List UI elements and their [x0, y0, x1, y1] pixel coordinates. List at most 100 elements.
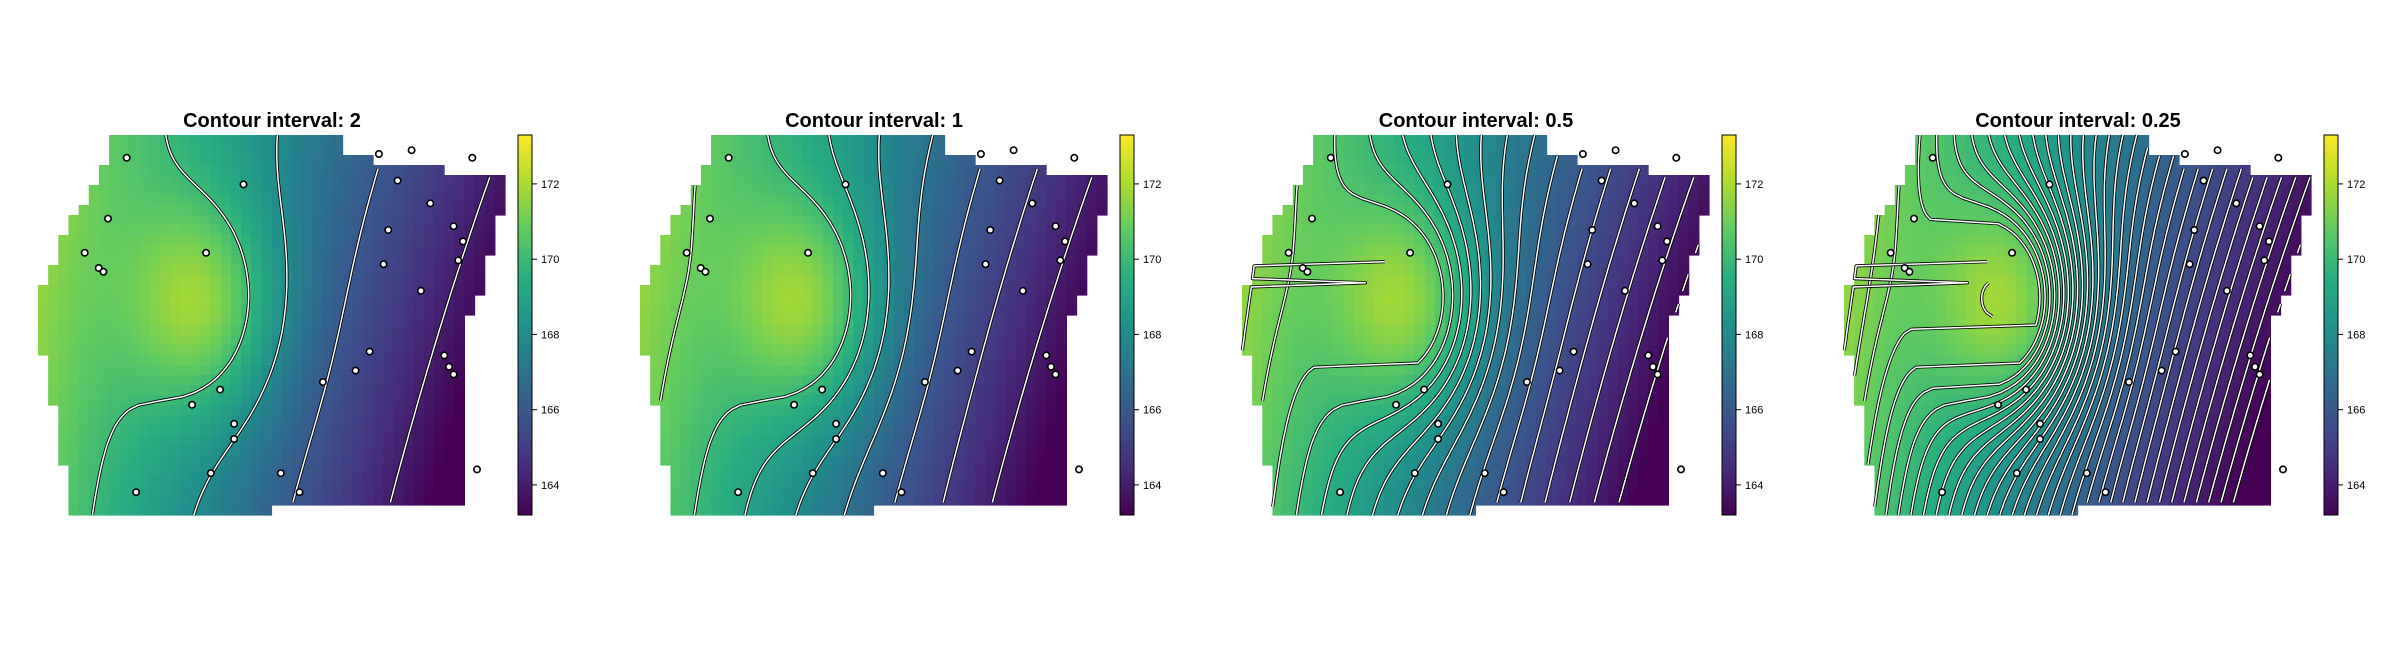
heatmap-cell: [312, 215, 323, 226]
sample-point: [832, 434, 841, 443]
heatmap-cell: [241, 215, 252, 226]
heatmap-cell: [383, 195, 394, 206]
heatmap-cell: [1262, 315, 1274, 326]
heatmap-cell: [985, 195, 996, 206]
heatmap-cell: [454, 345, 465, 356]
heatmap-cell: [964, 235, 976, 246]
legend-tick-label: 164: [1143, 480, 1161, 492]
heatmap-cell: [464, 255, 476, 266]
heatmap-cell: [1015, 195, 1027, 206]
heatmap-cell: [312, 305, 323, 316]
heatmap-cell: [230, 195, 242, 206]
heatmap-cell: [159, 255, 171, 266]
heatmap-cell: [1455, 485, 1466, 496]
heatmap-cell: [934, 385, 946, 396]
heatmap-cell: [1333, 145, 1345, 156]
heatmap-cell: [251, 455, 262, 466]
heatmap-cell: [251, 485, 262, 496]
heatmap-cell: [1302, 485, 1314, 496]
heatmap-cell: [1627, 265, 1639, 276]
heatmap-cell: [261, 205, 273, 216]
heatmap-cell: [1495, 475, 1507, 486]
heatmap-cell: [741, 295, 753, 306]
heatmap-cell: [700, 475, 712, 486]
heatmap-cell: [393, 425, 405, 436]
heatmap-cell: [1343, 455, 1355, 466]
heatmap-cell: [1343, 165, 1355, 176]
heatmap-cell: [975, 215, 986, 226]
heatmap-cell: [444, 465, 455, 476]
heatmap-cell: [2168, 155, 2180, 166]
heatmap-cell: [190, 225, 202, 236]
heatmap-cell: [1272, 505, 1284, 516]
heatmap-cell: [690, 245, 702, 256]
heatmap-cell: [1035, 415, 1047, 426]
heatmap-cell: [802, 255, 814, 266]
heatmap-cell: [291, 435, 303, 446]
heatmap-cell: [964, 315, 976, 326]
heatmap-cell: [690, 485, 702, 496]
heatmap-cell: [1465, 395, 1477, 406]
heatmap-cell: [782, 335, 793, 346]
heatmap-cell: [1056, 405, 1067, 416]
heatmap-cell: [271, 495, 283, 506]
heatmap-cell: [1637, 285, 1649, 296]
heatmap-cell: [210, 295, 222, 306]
heatmap-cell: [484, 245, 496, 256]
heatmap-cell: [1035, 205, 1047, 216]
heatmap-cell: [322, 265, 334, 276]
heatmap-cell: [342, 495, 354, 506]
heatmap-cell: [1353, 495, 1365, 506]
heatmap-cell: [853, 205, 864, 216]
heatmap-cell: [241, 445, 252, 456]
heatmap-cell: [119, 255, 130, 266]
heatmap-cell: [1035, 255, 1047, 266]
heatmap-cell: [1455, 175, 1466, 186]
heatmap-cell: [670, 365, 682, 376]
heatmap-cell: [1343, 255, 1355, 266]
heatmap-cell: [903, 175, 915, 186]
heatmap-cell: [883, 335, 895, 346]
heatmap-cell: [129, 165, 141, 176]
heatmap-cell: [700, 385, 712, 396]
heatmap-cell: [1434, 305, 1446, 316]
heatmap-cell: [995, 295, 1007, 306]
heatmap-cell: [129, 185, 141, 196]
heatmap-cell: [1333, 235, 1345, 246]
heatmap-cell: [159, 455, 171, 466]
heatmap-cell: [771, 295, 783, 306]
heatmap-cell: [853, 475, 864, 486]
heatmap-cell: [1302, 215, 1314, 226]
heatmap-cell: [741, 175, 753, 186]
heatmap-cell: [721, 255, 732, 266]
heatmap-cell: [934, 195, 946, 206]
heatmap-cell: [1015, 415, 1027, 426]
heatmap-cell: [1035, 485, 1047, 496]
heatmap-cell: [494, 195, 506, 206]
heatmap-cell: [383, 275, 394, 286]
sample-point: [1042, 351, 1051, 360]
heatmap-cell: [1485, 415, 1497, 426]
heatmap-cell: [1505, 225, 1517, 236]
heatmap-cell: [373, 325, 384, 336]
contour-line: [1468, 155, 1559, 516]
heatmap-cell: [640, 305, 651, 316]
heatmap-cell: [2118, 135, 2129, 146]
heatmap-cell: [1516, 155, 1527, 166]
heatmap-cell: [792, 375, 804, 386]
heatmap-cell: [1353, 265, 1365, 276]
heatmap-cell: [1005, 315, 1017, 326]
heatmap-cell: [1363, 375, 1375, 386]
heatmap-cell: [403, 295, 415, 306]
heatmap-cell: [1485, 485, 1497, 496]
heatmap-cell: [1894, 195, 1906, 206]
heatmap-cell: [1627, 395, 1639, 406]
heatmap-cell: [721, 245, 732, 256]
heatmap-cell: [1627, 485, 1639, 496]
heatmap-cell: [1404, 425, 1416, 436]
heatmap-cell: [423, 455, 435, 466]
heatmap-cell: [261, 185, 273, 196]
heatmap-cell: [1292, 235, 1304, 246]
heatmap-cell: [1353, 165, 1365, 176]
heatmap-cell: [782, 275, 793, 286]
